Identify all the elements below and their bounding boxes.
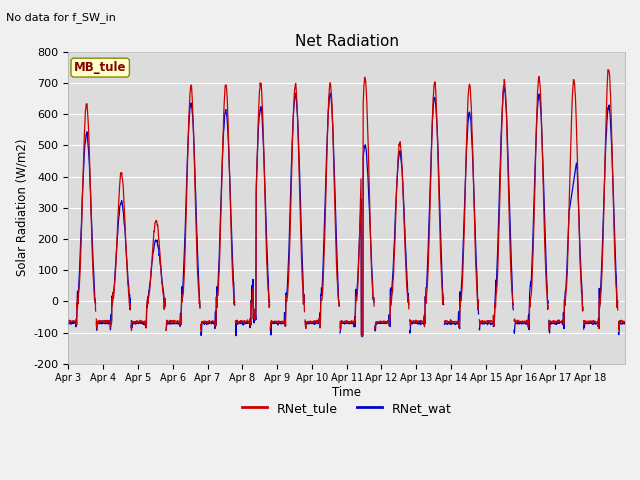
Line: RNet_tule: RNet_tule <box>68 70 625 336</box>
Text: MB_tule: MB_tule <box>74 61 127 74</box>
RNet_tule <box>478 320 486 325</box>
Title: Net Radiation: Net Radiation <box>294 34 399 49</box>
Text: No data for f_SW_in: No data for f_SW_in <box>6 12 116 23</box>
RNet_wat <box>478 321 486 327</box>
Y-axis label: Solar Radiation (W/m2): Solar Radiation (W/m2) <box>15 139 28 276</box>
RNet_wat <box>333 234 340 240</box>
RNet_wat <box>560 314 568 320</box>
RNet_tule <box>152 218 159 224</box>
RNet_tule <box>65 318 72 324</box>
RNet_tule <box>621 320 629 325</box>
RNet_tule <box>322 193 330 199</box>
RNet_wat <box>65 321 72 327</box>
RNet_tule <box>560 322 568 327</box>
RNet_wat <box>621 320 629 326</box>
Legend: RNet_tule, RNet_wat: RNet_tule, RNet_wat <box>237 397 456 420</box>
Line: RNet_wat: RNet_wat <box>68 88 625 337</box>
X-axis label: Time: Time <box>332 386 361 399</box>
RNet_tule <box>333 258 340 264</box>
RNet_wat <box>152 237 159 243</box>
RNet_wat <box>322 176 330 181</box>
